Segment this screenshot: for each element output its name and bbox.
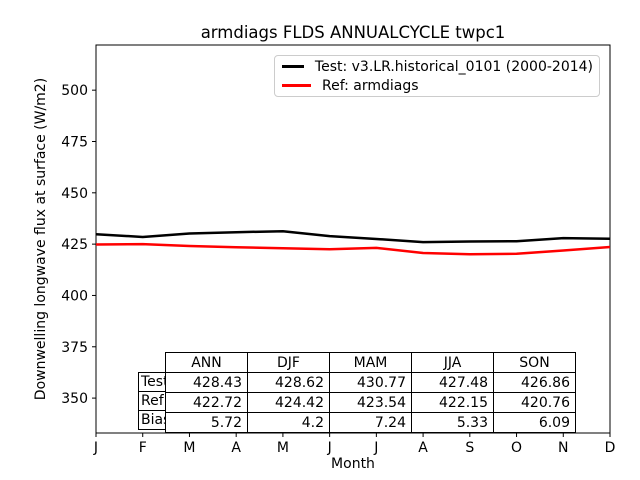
stats-row-label-bias: Bias <box>138 410 166 430</box>
stats-cell: 6.09 <box>493 412 576 433</box>
stats-cell: 5.72 <box>165 412 248 433</box>
stats-cell: 7.24 <box>329 412 412 433</box>
stats-row-test: 428.43 428.62 430.77 427.48 426.86 <box>165 372 576 393</box>
stats-header-djf: DJF <box>247 352 330 373</box>
chart-title: armdiags FLDS ANNUALCYCLE twpc1 <box>200 23 506 42</box>
stats-cell: 4.2 <box>247 412 330 433</box>
legend-entry-ref: Ref: armdiags <box>281 77 593 94</box>
stats-header-jja: JJA <box>411 352 494 373</box>
test-line-swatch <box>282 65 304 68</box>
y-tick-label: 500 <box>61 83 88 99</box>
x-tick-label: J <box>373 440 378 456</box>
y-tick-label: 375 <box>61 340 88 356</box>
x-tick-label: O <box>511 440 522 456</box>
x-tick-label: M <box>183 440 195 456</box>
legend-entry-test: Test: v3.LR.historical_0101 (2000-2014) <box>281 58 593 75</box>
seasonal-stats-table: ANN DJF MAM JJA SON 428.43 428.62 430.77… <box>165 352 576 433</box>
x-tick-label: J <box>93 440 98 456</box>
stats-header-ann: ANN <box>165 352 248 373</box>
x-tick-label: N <box>558 440 568 456</box>
series-line-ref <box>95 242 611 256</box>
y-tick-label: 350 <box>61 391 88 407</box>
x-tick-label: A <box>418 440 428 456</box>
legend: Test: v3.LR.historical_0101 (2000-2014) … <box>274 55 600 97</box>
legend-label-test: Test: v3.LR.historical_0101 (2000-2014) <box>314 58 593 75</box>
y-tick-label: 425 <box>61 237 88 253</box>
legend-label-ref: Ref: armdiags <box>322 77 419 94</box>
stats-cell: 426.86 <box>493 372 576 393</box>
ref-line-swatch <box>282 84 311 87</box>
stats-row-ref: 422.72 424.42 423.54 422.15 420.76 <box>165 392 576 413</box>
stats-cell: 422.72 <box>165 392 248 413</box>
x-tick-label: J <box>327 440 332 456</box>
x-tick-label: S <box>465 440 474 456</box>
x-tick-label: A <box>231 440 241 456</box>
stats-cell: 428.62 <box>247 372 330 393</box>
stats-cell: 424.42 <box>247 392 330 413</box>
stats-cell: 430.77 <box>329 372 412 393</box>
stats-header-son: SON <box>493 352 576 373</box>
x-tick-label: F <box>139 440 147 456</box>
y-axis-label: Downwelling longwave flux at surface (W/… <box>33 77 49 401</box>
stats-header-row: ANN DJF MAM JJA SON <box>165 352 576 373</box>
stats-header-mam: MAM <box>329 352 412 373</box>
stats-cell: 428.43 <box>165 372 248 393</box>
stats-cell: 422.15 <box>411 392 494 413</box>
y-tick-label: 400 <box>61 288 88 304</box>
x-axis-label: Month <box>331 456 375 472</box>
y-tick-label: 450 <box>61 186 88 202</box>
stats-row-bias: 5.72 4.2 7.24 5.33 6.09 <box>165 412 576 433</box>
stats-row-label-test: Test <box>138 372 166 392</box>
x-tick-label: M <box>277 440 289 456</box>
stats-row-label-ref: Ref <box>138 391 166 411</box>
stats-row-labels: Test Ref Bias <box>138 372 166 430</box>
stats-cell: 427.48 <box>411 372 494 393</box>
series-line-test <box>95 229 611 244</box>
plot-border <box>95 44 611 434</box>
stats-cell: 420.76 <box>493 392 576 413</box>
stats-cell: 423.54 <box>329 392 412 413</box>
stats-cell: 5.33 <box>411 412 494 433</box>
x-tick-label: D <box>605 440 616 456</box>
y-tick-label: 475 <box>61 134 88 150</box>
